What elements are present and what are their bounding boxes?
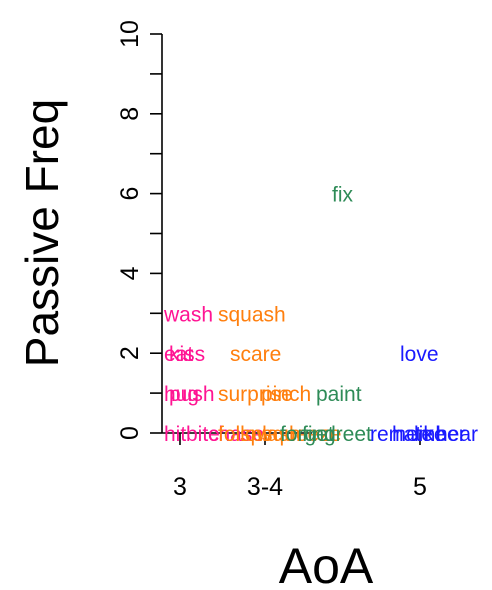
point-label-greet: greet bbox=[324, 423, 372, 446]
point-label-remember: remember bbox=[370, 423, 466, 446]
point-label-scare: scare bbox=[230, 343, 281, 366]
point-label-hear: hear bbox=[436, 423, 478, 446]
y-tick-label: 6 bbox=[116, 187, 144, 201]
x-axis-title: AoA bbox=[279, 538, 374, 590]
point-label-kiss: kiss bbox=[169, 343, 205, 366]
point-label-find: find bbox=[302, 423, 336, 446]
y-tick-label: 10 bbox=[116, 20, 144, 48]
y-axis-title: Passive Freq bbox=[16, 99, 68, 367]
point-label-paint: paint bbox=[316, 383, 362, 406]
y-axis: 0 2 4 6 8 10 bbox=[116, 20, 163, 440]
point-label-hit: hit bbox=[164, 423, 186, 446]
point-label-wash: wash bbox=[163, 303, 213, 326]
point-label-pinch: pinch bbox=[261, 383, 311, 406]
point-label-squash: squash bbox=[218, 303, 286, 326]
point-label-bite: bite bbox=[186, 423, 220, 446]
y-tick-label: 0 bbox=[116, 426, 144, 440]
x-tick-label: 3-4 bbox=[247, 473, 283, 501]
point-label-chase: chase bbox=[208, 423, 264, 446]
x-axis: 3 3-4 5 bbox=[162, 432, 427, 501]
point-label-splash: splash bbox=[240, 423, 301, 446]
point-label-like: like bbox=[414, 423, 446, 446]
point-label-squeeze: squeeze bbox=[262, 423, 341, 446]
point-label-push: push bbox=[169, 383, 215, 406]
y-tick-label: 8 bbox=[116, 107, 144, 121]
point-label-follow: follow bbox=[218, 423, 273, 446]
point-label-love: love bbox=[400, 343, 439, 366]
point-label-surprise: surprise bbox=[218, 383, 293, 406]
point-label-forget: forget bbox=[280, 423, 334, 446]
point-label-eat: eat bbox=[164, 343, 193, 366]
y-tick-label: 4 bbox=[116, 266, 144, 280]
point-label-hug: hug bbox=[164, 383, 199, 406]
point-label-hate: hate bbox=[392, 423, 433, 446]
y-tick-label: 2 bbox=[116, 346, 144, 360]
x-tick-label: 5 bbox=[413, 473, 427, 501]
point-label-fix: fix bbox=[332, 184, 354, 207]
x-tick-label: 3 bbox=[173, 473, 187, 501]
